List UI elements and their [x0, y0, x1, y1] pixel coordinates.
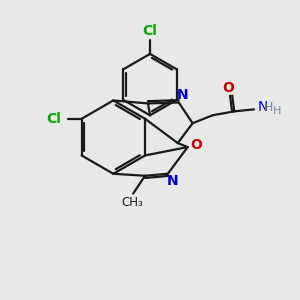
Text: N: N [167, 174, 178, 188]
Text: H: H [264, 101, 274, 114]
Text: H: H [273, 106, 281, 116]
Text: O: O [222, 81, 234, 94]
Text: O: O [190, 138, 202, 152]
Text: N: N [177, 88, 188, 101]
Text: Cl: Cl [142, 24, 158, 38]
Text: N: N [258, 100, 268, 114]
Text: Cl: Cl [46, 112, 61, 126]
Text: CH₃: CH₃ [121, 196, 143, 209]
